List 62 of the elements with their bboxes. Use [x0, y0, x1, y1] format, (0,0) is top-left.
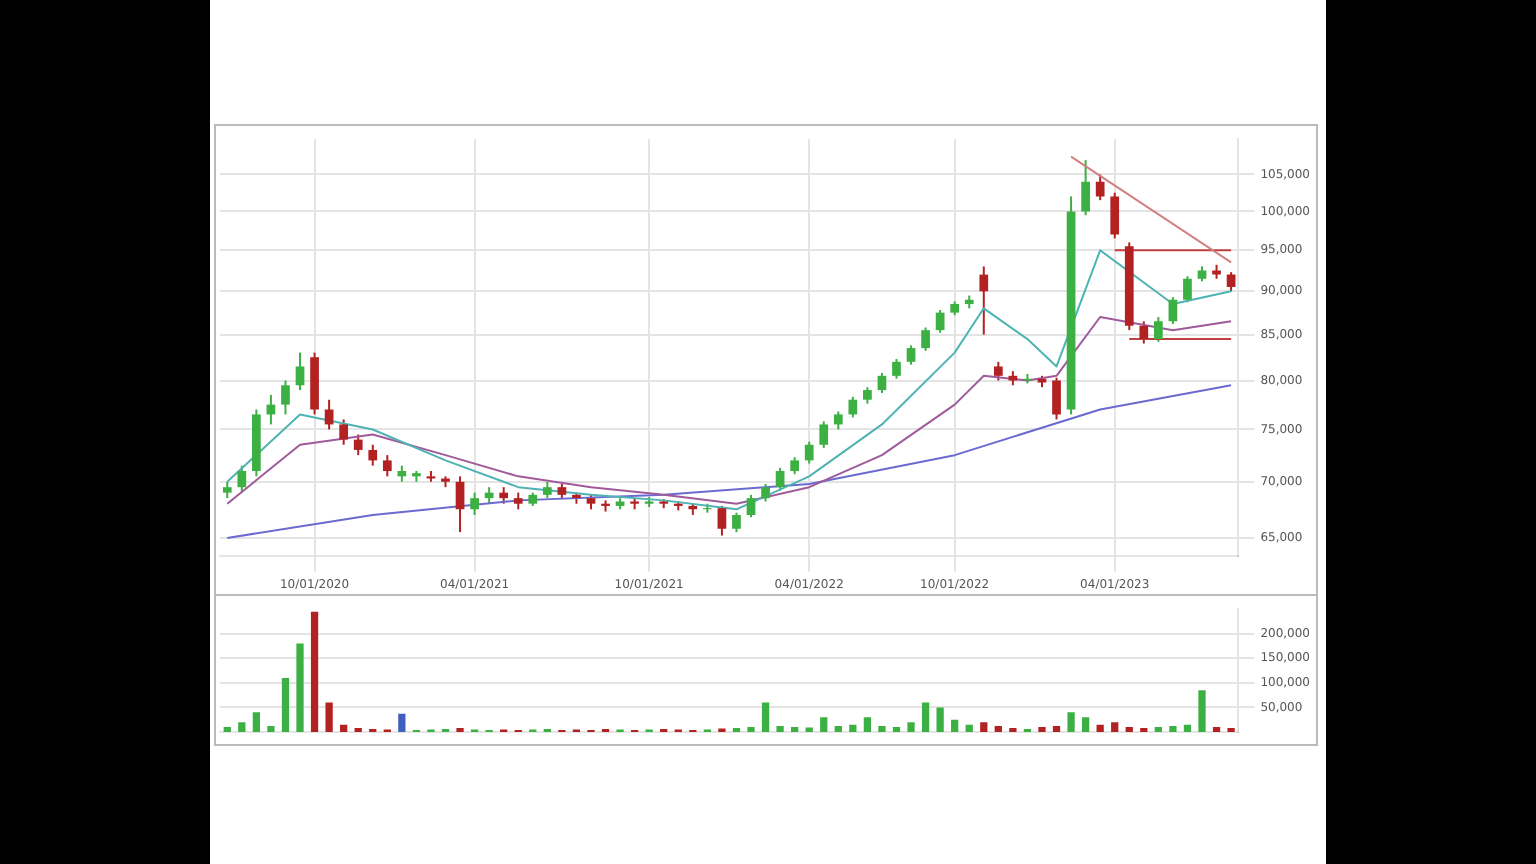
candlestick: [455, 475, 465, 534]
bar: [252, 712, 261, 732]
candlestick: [717, 504, 727, 537]
bar: [1198, 690, 1206, 732]
candlestick: [993, 360, 1003, 382]
bar: [238, 722, 246, 732]
candlestick: [979, 265, 989, 336]
candlestick: [368, 443, 378, 467]
candlestick: [775, 466, 785, 492]
candlestick: [281, 379, 290, 416]
bar: [951, 719, 959, 732]
candlestick: [237, 464, 247, 494]
bar: [340, 724, 348, 732]
candlestick: [819, 420, 829, 449]
bar: [776, 726, 784, 732]
bar: [980, 722, 988, 732]
candlestick: [470, 491, 479, 516]
bar: [1067, 712, 1075, 732]
bar: [820, 717, 828, 732]
bar: [994, 726, 1002, 732]
candlestick: [906, 344, 916, 366]
candlestick: [1095, 173, 1105, 202]
bar: [907, 722, 915, 732]
candlestick: [353, 433, 363, 457]
candlestick: [1139, 320, 1149, 345]
bar: [1183, 724, 1192, 732]
bar: [398, 713, 406, 732]
candlestick: [1154, 315, 1163, 343]
bar: [310, 611, 319, 732]
candlestick: [295, 351, 305, 392]
candlestick: [804, 440, 814, 465]
bar: [296, 643, 304, 732]
candlestick: [732, 511, 741, 534]
bar: [936, 707, 944, 732]
bar: [1081, 717, 1090, 732]
bar: [1169, 726, 1177, 732]
candlestick: [1052, 376, 1061, 421]
candlestick: [382, 454, 392, 478]
candlestick: [877, 372, 887, 394]
bar: [834, 726, 842, 732]
bar: [325, 702, 333, 732]
bar: [1052, 726, 1061, 732]
bar: [863, 717, 872, 732]
candlestick: [848, 395, 858, 419]
bar: [281, 677, 290, 732]
bar: [761, 702, 770, 732]
bar: [1096, 724, 1104, 732]
candlestick: [921, 326, 930, 352]
bar: [965, 724, 973, 732]
candlestick: [935, 309, 945, 334]
candlestick: [339, 418, 349, 446]
bar: [267, 726, 275, 732]
candlestick: [1110, 191, 1120, 240]
candlestick: [746, 493, 756, 519]
candlestick: [1183, 275, 1192, 304]
bar: [849, 724, 857, 732]
candlestick: [1081, 159, 1090, 217]
bar: [1111, 722, 1119, 732]
bar: [921, 702, 930, 732]
candlestick: [892, 358, 901, 380]
candlestick: [601, 499, 610, 513]
bar: [878, 726, 886, 732]
